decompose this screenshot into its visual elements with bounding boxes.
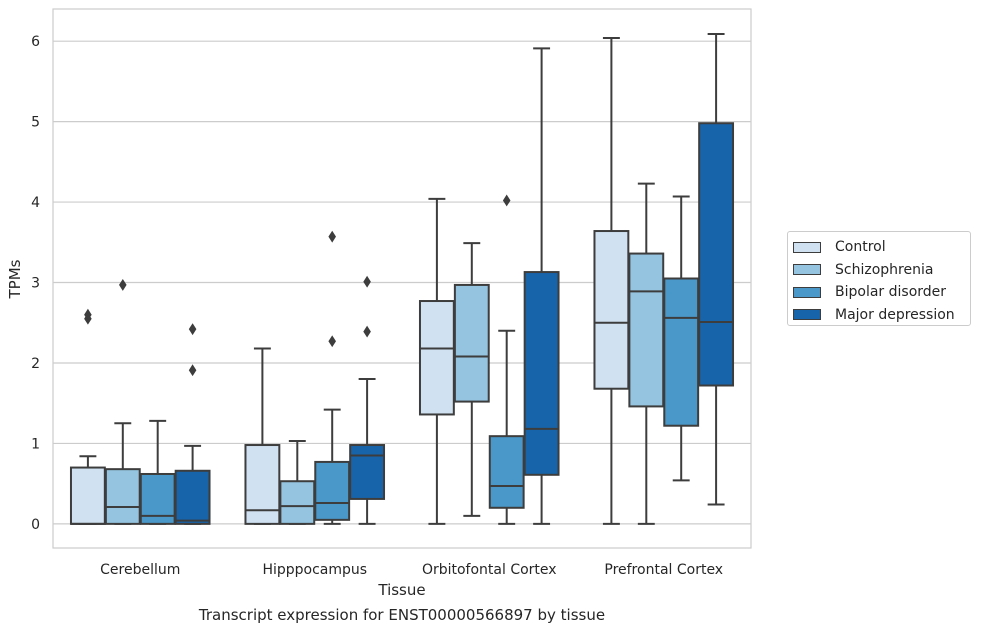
plot-frame	[52, 8, 752, 549]
legend-label: Major depression	[835, 306, 955, 323]
outlier-point	[84, 308, 92, 321]
legend-label: Control	[835, 239, 886, 256]
outlier-point	[328, 335, 336, 348]
y-tick-label: 1	[31, 436, 40, 452]
grid	[53, 40, 751, 525]
boxes	[69, 32, 735, 525]
box	[453, 283, 490, 403]
box	[279, 480, 316, 525]
box	[663, 277, 700, 427]
box	[593, 230, 630, 390]
y-tick-label: 0	[31, 517, 40, 533]
y-axis-label: TPMs	[6, 259, 24, 299]
legend-swatch	[793, 264, 821, 276]
box	[349, 444, 386, 500]
x-tick-label: Prefrontal Cortex	[604, 562, 723, 578]
box	[69, 466, 106, 525]
x-tick-label: Orbitofontal Cortex	[422, 562, 557, 578]
outlier-point	[188, 364, 197, 377]
y-tick-label: 5	[31, 115, 40, 131]
box	[628, 252, 665, 408]
box	[418, 300, 455, 416]
x-axis-label: Tissue	[377, 581, 425, 599]
outlier-point	[119, 279, 127, 291]
legend-item: Schizophrenia	[793, 259, 970, 282]
x-tick-label: Hipppocampus	[262, 562, 367, 578]
x-tick-label: Cerebellum	[100, 562, 180, 578]
box	[488, 435, 525, 509]
outlier-point	[363, 325, 371, 338]
legend-swatch	[793, 309, 821, 321]
y-tick-label: 4	[31, 195, 40, 211]
y-tick-labels: 0 1 2 3 4 5 6	[31, 34, 40, 533]
legend: Control Schizophrenia Bipolar disorder Majo…	[787, 231, 971, 326]
outlier-point	[363, 275, 371, 288]
legend-item: Control	[793, 236, 970, 259]
outlier-point	[188, 323, 197, 336]
legend-item: Bipolar disorder	[793, 281, 970, 304]
outlier-point	[328, 230, 336, 243]
box	[104, 468, 141, 525]
outlier-point	[502, 194, 511, 207]
x-tick-labels: Cerebellum Hipppocampus Orbitofontal Corte…	[100, 562, 723, 578]
chart-caption: Transcript expression for ENST0000056689…	[198, 606, 606, 624]
y-tick-label: 6	[31, 34, 40, 50]
box	[244, 444, 281, 525]
box	[698, 122, 735, 387]
box	[314, 460, 351, 521]
box	[174, 469, 211, 525]
legend-label: Schizophrenia	[835, 261, 934, 278]
y-tick-label: 2	[31, 356, 40, 372]
y-tick-label: 3	[31, 276, 40, 292]
box	[523, 271, 560, 476]
legend-swatch	[793, 286, 821, 298]
legend-label: Bipolar disorder	[835, 284, 947, 301]
legend-item: Major depression	[793, 304, 970, 327]
legend-swatch	[793, 241, 821, 253]
